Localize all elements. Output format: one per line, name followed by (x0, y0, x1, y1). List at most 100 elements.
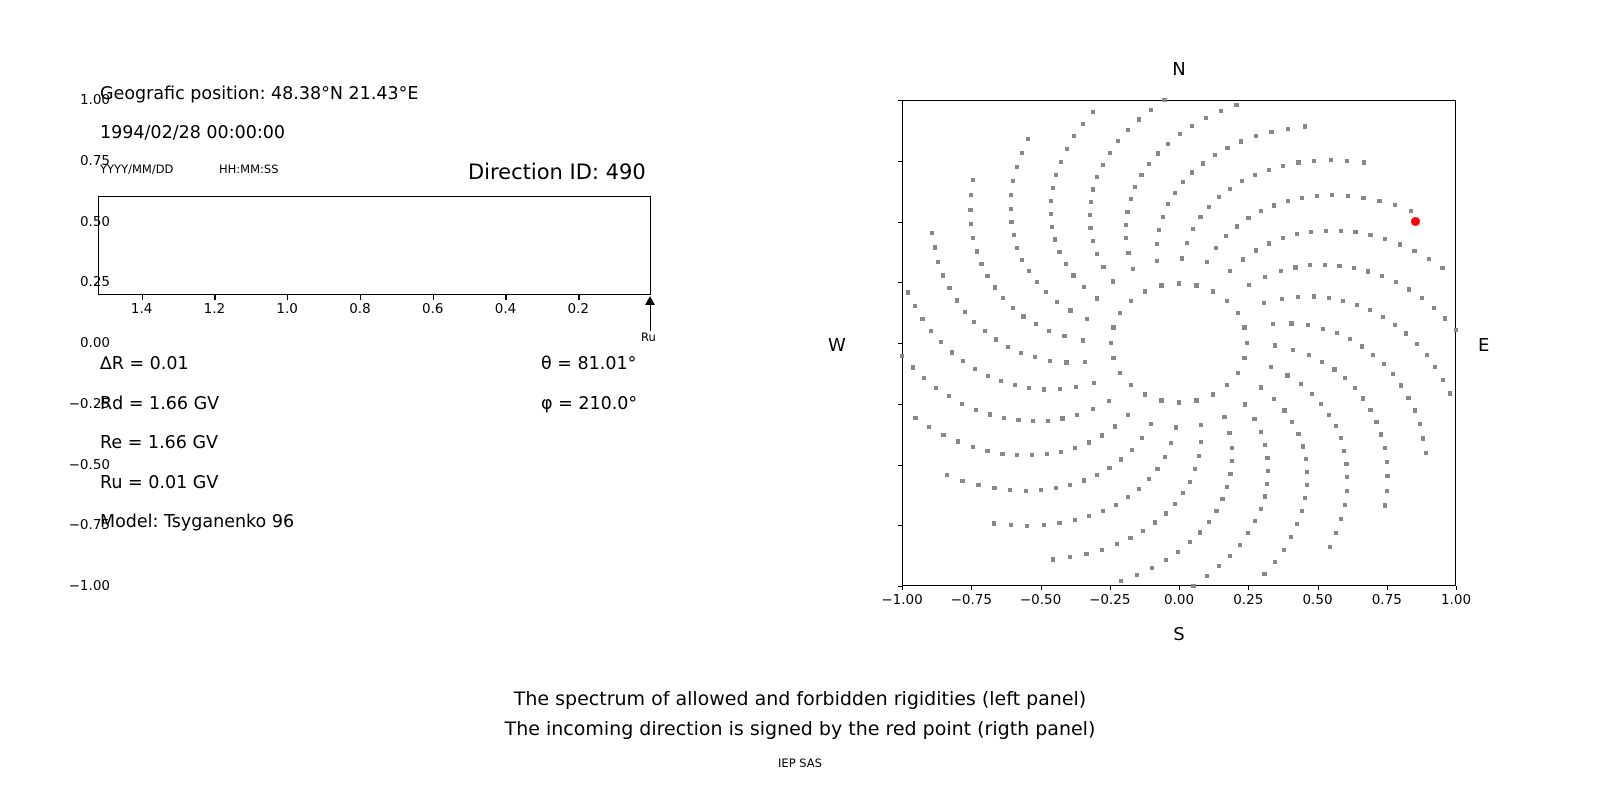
direction-point (1045, 418, 1050, 423)
direction-point (1016, 418, 1021, 423)
x-axis-tick-label: 1.00 (1440, 592, 1472, 608)
direction-point (1008, 206, 1013, 211)
direction-point (947, 286, 952, 291)
direction-point (1199, 439, 1204, 444)
direction-point (974, 249, 979, 254)
direction-point (1285, 126, 1290, 131)
direction-point (1295, 521, 1300, 527)
direction-point (1033, 322, 1038, 327)
direction-point (1269, 365, 1274, 370)
direction-point (1253, 248, 1259, 253)
direction-point (1314, 193, 1319, 199)
y-axis-tick-mark (898, 100, 902, 102)
direction-point (1234, 103, 1239, 108)
direction-point (1332, 367, 1337, 372)
direction-point (1044, 452, 1049, 457)
direction-point (1342, 502, 1347, 507)
direction-point (1041, 523, 1046, 528)
direction-point (1008, 488, 1013, 493)
direction-point (1203, 115, 1209, 121)
direction-point (934, 385, 939, 391)
direction-point (1323, 228, 1328, 233)
direction-point (1111, 325, 1116, 330)
direction-point (1187, 479, 1193, 484)
x-axis-tick-label: −0.25 (1089, 592, 1131, 608)
y-axis-tick-mark (898, 221, 902, 223)
direction-point (1242, 356, 1247, 361)
direction-point (1147, 162, 1152, 167)
direction-point (1048, 212, 1054, 217)
direction-point (1253, 134, 1259, 139)
rigidity-spectrum-plot (98, 196, 651, 295)
compass-label-east: E (1478, 335, 1490, 356)
direction-point (1068, 555, 1073, 560)
direction-point (1344, 461, 1349, 467)
direction-point (1213, 245, 1219, 250)
direction-point (1299, 508, 1305, 514)
direction-point (987, 412, 992, 417)
spectrum-tick-label: 1.4 (130, 301, 153, 317)
direction-point (1088, 225, 1093, 230)
direction-point (960, 359, 966, 364)
direction-point (1261, 300, 1266, 306)
direction-point (939, 340, 944, 345)
direction-point (1327, 544, 1332, 549)
direction-point (1099, 547, 1105, 552)
direction-point (1361, 396, 1366, 401)
direction-point (1198, 215, 1203, 220)
direction-point (1347, 337, 1353, 342)
direction-point (1337, 263, 1342, 268)
direction-point (1258, 209, 1263, 214)
direction-point (1169, 441, 1174, 446)
direction-point (1414, 341, 1419, 346)
direction-point (1258, 506, 1263, 512)
direction-point (1345, 193, 1350, 198)
direction-point (1197, 530, 1203, 535)
y-axis-tick-label: 0.50 (79, 213, 110, 230)
direction-point (1194, 398, 1199, 403)
direction-point (1087, 212, 1092, 217)
direction-point (1128, 298, 1134, 303)
direction-point (1047, 358, 1053, 363)
direction-id-label: Direction ID: 490 (468, 160, 646, 184)
direction-point (1289, 534, 1294, 540)
direction-point (970, 444, 975, 449)
direction-point (1220, 496, 1225, 502)
direction-point (1032, 355, 1038, 360)
direction-point (1262, 494, 1267, 499)
direction-point (1125, 128, 1130, 133)
direction-point (1270, 321, 1275, 326)
direction-point (1271, 203, 1277, 208)
direction-point (1184, 240, 1189, 245)
direction-point (1441, 377, 1446, 382)
x-axis-tick-mark (1386, 586, 1388, 590)
direction-point (1176, 281, 1182, 286)
direction-point (1128, 535, 1133, 541)
x-axis-tick-label: −0.75 (950, 592, 992, 608)
direction-point (1152, 520, 1158, 525)
direction-point (1113, 424, 1118, 429)
direction-point (1447, 391, 1453, 396)
direction-point (927, 425, 932, 430)
direction-point (971, 178, 976, 183)
direction-point (910, 365, 916, 370)
direction-point (1125, 495, 1130, 500)
direction-point (1009, 192, 1014, 198)
direction-point (1009, 219, 1014, 225)
spectrum-tick-label: 0.2 (567, 301, 589, 317)
param-right-1: φ = 210.0° (541, 393, 638, 414)
direction-point (1431, 305, 1436, 310)
direction-point (1266, 468, 1271, 474)
direction-point (1253, 519, 1258, 524)
direction-point (1090, 238, 1095, 243)
date-format-hint: YYYY/MM/DD (100, 162, 174, 176)
y-axis-tick-mark (898, 403, 902, 405)
direction-point (1223, 234, 1229, 239)
direction-point (1100, 508, 1105, 514)
direction-point (992, 285, 997, 290)
direction-point (1083, 360, 1088, 365)
direction-point (1382, 503, 1387, 508)
direction-point (949, 350, 954, 355)
direction-point (1345, 158, 1350, 163)
spectrum-tick-label: 0.8 (349, 301, 371, 317)
